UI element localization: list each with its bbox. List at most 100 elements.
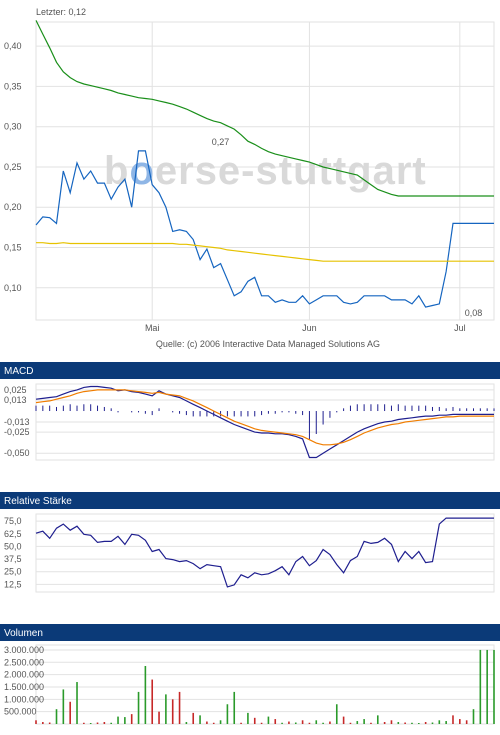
volume-bar: [342, 716, 345, 724]
y-tick-label: 3.000.000: [4, 645, 44, 655]
volume-bar: [390, 720, 393, 724]
price-lines: [35, 20, 494, 308]
volume-bar: [452, 715, 454, 724]
volume-bar: [151, 679, 154, 724]
y-tick-label: 0,40: [4, 41, 22, 51]
macd-lines: [35, 385, 494, 459]
y-tick-label: 2.000.000: [4, 670, 44, 680]
macd-header: [0, 362, 500, 379]
price-line: [35, 150, 494, 308]
y-tick-label: 1.500.000: [4, 682, 44, 692]
volume-bar: [110, 722, 112, 724]
volume-bar: [376, 715, 379, 724]
volume-bar: [165, 694, 167, 724]
volume-bar: [431, 722, 434, 724]
volume-bar: [69, 701, 71, 724]
y-tick-label: 0,15: [4, 243, 22, 253]
ma_short-line: [36, 242, 494, 262]
y-tick-label: 1.000.000: [4, 694, 44, 704]
volume-bar: [240, 722, 242, 724]
price-y-ticks: 0,10 0,15 0,20 0,25 0,30 0,35 0,40: [4, 41, 22, 293]
volume-bar: [479, 649, 482, 724]
volume-bar: [212, 722, 215, 724]
volume-bars: [35, 649, 495, 724]
ma_long-line: [35, 20, 494, 197]
rsi-lines: [35, 517, 494, 588]
y-tick-label: -0,013: [4, 417, 30, 427]
rsi-line: [35, 517, 494, 588]
y-tick-label: -0,025: [4, 427, 30, 437]
x-tick-label: Jul: [454, 323, 466, 333]
macd-line: [35, 385, 494, 459]
volume-bar: [76, 682, 78, 724]
volume-bar: [185, 722, 188, 724]
volume-bar: [370, 722, 372, 724]
panel-frame: [35, 21, 495, 321]
y-tick-label: 0,35: [4, 81, 22, 91]
x-tick-label: Jun: [302, 323, 317, 333]
volume-bar: [356, 721, 359, 724]
y-tick-label: 0,10: [4, 283, 22, 293]
y-tick-label: -0,050: [4, 448, 30, 458]
volume-bar: [130, 714, 133, 724]
price-x-ticks: Mai Jun Jul: [145, 323, 466, 333]
volume-bar: [315, 720, 318, 724]
volume-bar: [274, 719, 277, 724]
volume-bar: [144, 665, 147, 724]
volume-header: [0, 624, 500, 641]
volume-bar: [472, 709, 475, 724]
volume-bar: [35, 720, 37, 724]
volume-bar: [226, 704, 229, 724]
volume-bar: [301, 720, 304, 724]
signal-line: [35, 389, 494, 446]
volume-bar: [42, 722, 44, 724]
volume-bar: [383, 722, 386, 724]
y-tick-label: 37,5: [4, 554, 22, 564]
volume-bar: [438, 720, 441, 724]
volume-bar: [199, 715, 201, 724]
y-tick-label: 0,025: [4, 385, 27, 395]
y-tick-label: 0,013: [4, 395, 27, 405]
volume-bar: [335, 704, 338, 724]
last-price-label: Letzter: 0,12: [36, 7, 86, 17]
panel-frame: [35, 513, 495, 593]
y-tick-label: 50,0: [4, 541, 22, 551]
volume-bar: [206, 721, 208, 724]
y-tick-label: 0,30: [4, 122, 22, 132]
volume-bar: [233, 691, 236, 724]
volume-bar: [48, 722, 51, 724]
volume-bar: [418, 723, 420, 724]
volume-bar: [404, 722, 406, 724]
watermark-part2: o: [129, 149, 154, 193]
volume-bar: [171, 699, 174, 724]
volume-bar: [397, 722, 400, 724]
volume-bar: [329, 721, 331, 724]
volume-bar: [158, 711, 160, 724]
volume-bar: [117, 716, 119, 724]
volume-bar: [349, 722, 352, 724]
y-tick-label: 62,5: [4, 529, 22, 539]
volume-bar: [219, 720, 222, 724]
volume-bar: [62, 689, 65, 724]
volume-panel: Volumen 500.000 1.000.000 1.500.000 2.000.0…: [0, 624, 500, 725]
volume-bar: [89, 723, 92, 724]
volume-y-ticks: 500.000 1.000.000 1.500.000 2.000.000 2.500.…: [4, 645, 44, 717]
annotation-label: 0,08: [465, 308, 483, 318]
volume-bar: [137, 691, 140, 724]
source-label: Quelle: (c) 2006 Interactive Data Manage…: [156, 339, 380, 349]
volume-bar: [322, 722, 324, 724]
svg-text:boerse-stuttgart: boerse-stuttgart: [104, 149, 427, 193]
volume-bar: [493, 649, 495, 724]
watermark-part3: erse-stuttgart: [155, 149, 427, 193]
volume-bar: [96, 722, 99, 724]
y-tick-label: 12,5: [4, 579, 22, 589]
y-tick-label: 0,20: [4, 202, 22, 212]
volume-bar: [424, 722, 427, 724]
y-tick-label: 500.000: [4, 707, 37, 717]
macd-title: MACD: [4, 366, 33, 377]
volume-bar: [55, 709, 58, 724]
volume-bar: [83, 722, 85, 724]
volume-bar: [465, 720, 468, 724]
